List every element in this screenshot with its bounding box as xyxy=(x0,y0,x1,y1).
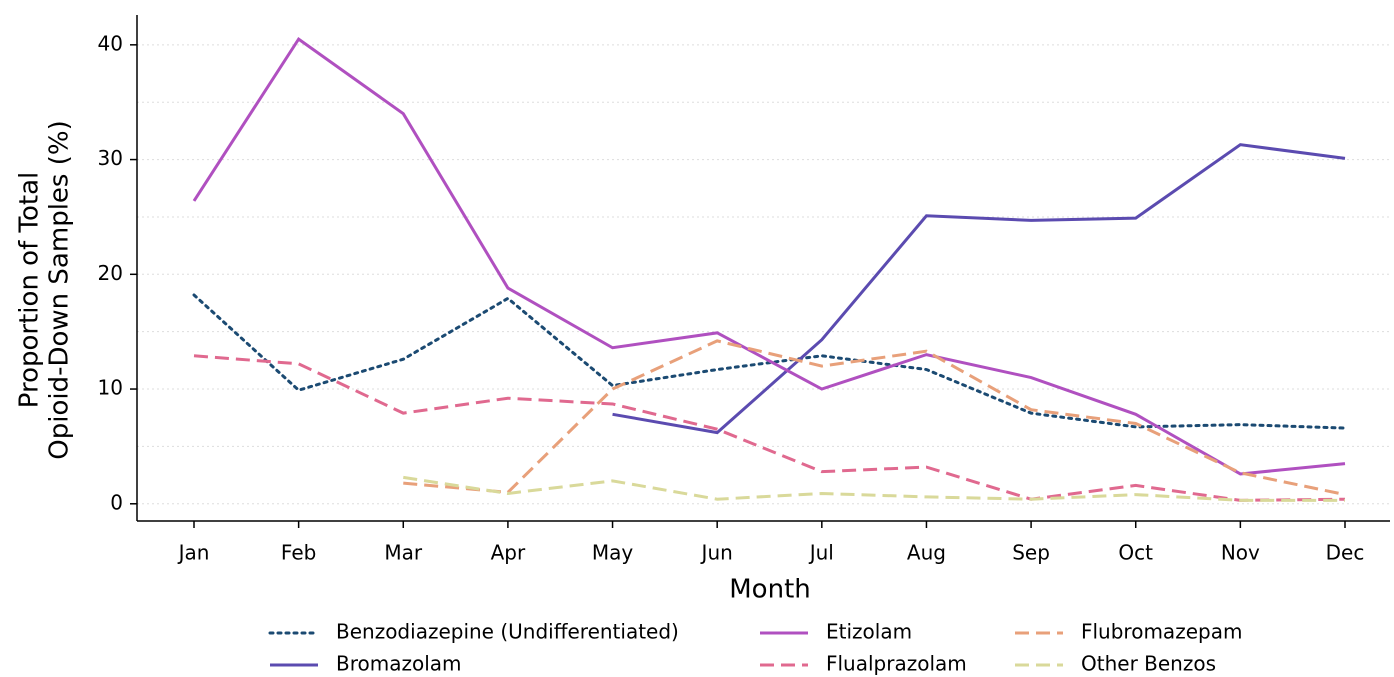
series-line xyxy=(403,339,1346,497)
legend-label: Benzodiazepine (Undifferentiated) xyxy=(336,620,679,644)
x-tick-label: May xyxy=(592,541,634,565)
series-line xyxy=(612,143,1346,435)
legend-label: Bromazolam xyxy=(336,652,462,676)
y-axis-label: Proportion of Total xyxy=(15,172,45,408)
y-tick-label: 0 xyxy=(110,490,123,514)
x-tick-label: Jun xyxy=(700,541,733,565)
x-tick-label: Aug xyxy=(907,541,946,565)
series-line xyxy=(192,293,1347,430)
y-tick-label: 40 xyxy=(98,31,123,55)
legend-label: Other Benzos xyxy=(1081,652,1216,676)
x-tick-label: Jul xyxy=(808,541,834,565)
x-tick-label: Mar xyxy=(384,541,423,565)
series-line xyxy=(193,354,1346,502)
y-tick-label: 10 xyxy=(98,376,123,400)
series-line xyxy=(192,36,1346,476)
x-axis-label: Month xyxy=(729,575,811,605)
x-tick-label: Dec xyxy=(1326,541,1365,565)
y-axis-label: Opioid-Down Samples (%) xyxy=(45,120,75,459)
series-line xyxy=(403,475,1345,502)
legend-label: Flubromazepam xyxy=(1081,620,1242,644)
x-tick-label: Sep xyxy=(1012,541,1050,565)
x-tick-label: Feb xyxy=(281,541,316,565)
legend-label: Etizolam xyxy=(826,620,912,644)
x-tick-label: Oct xyxy=(1118,541,1153,565)
y-tick-label: 30 xyxy=(98,146,123,170)
legend-label: Flualprazolam xyxy=(826,652,967,676)
y-tick-label: 20 xyxy=(98,261,123,285)
x-tick-label: Nov xyxy=(1221,541,1260,565)
x-tick-label: Jan xyxy=(177,541,210,565)
x-tick-label: Apr xyxy=(491,541,526,565)
